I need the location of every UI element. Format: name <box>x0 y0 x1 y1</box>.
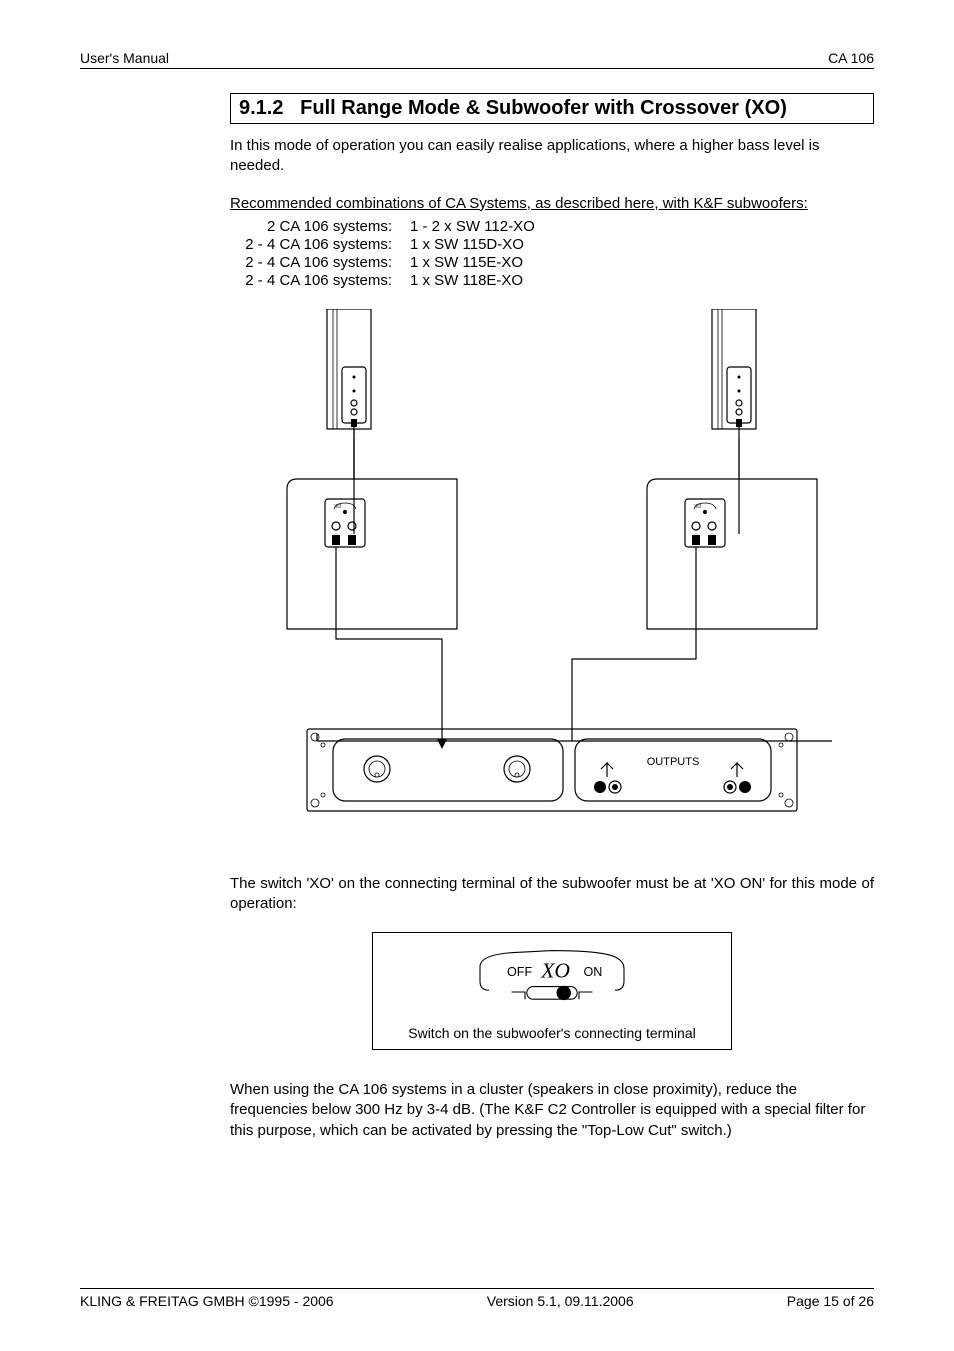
switch-diagram-box: OFF XO ON Switch on the subwoofer's conn… <box>372 932 732 1050</box>
intro-paragraph: In this mode of operation you can easily… <box>230 136 874 177</box>
section-number: 9.1.2 <box>239 97 283 119</box>
combo-left: 2 - 4 CA 106 systems: <box>230 272 410 289</box>
combo-left: 2 - 4 CA 106 systems: <box>230 254 410 271</box>
combo-row: 2 - 4 CA 106 systems: 1 x SW 115D-XO <box>230 236 874 253</box>
combos-list: 2 CA 106 systems: 1 - 2 x SW 112-XO 2 - … <box>230 218 874 289</box>
xo-paragraph: The switch 'XO' on the connecting termin… <box>230 874 874 915</box>
combo-right: 1 - 2 x SW 112-XO <box>410 218 535 235</box>
section-title-box: 9.1.2 Full Range Mode & Subwoofer with C… <box>230 93 874 124</box>
header-rule <box>80 68 874 69</box>
header-right: CA 106 <box>828 50 874 66</box>
cluster-paragraph: When using the CA 106 systems in a clust… <box>230 1080 874 1141</box>
combo-right: 1 x SW 115E-XO <box>410 254 523 271</box>
switch-on-label: ON <box>584 965 603 979</box>
combo-row: 2 - 4 CA 106 systems: 1 x SW 118E-XO <box>230 272 874 289</box>
switch-caption: Switch on the subwoofer's connecting ter… <box>383 1025 721 1041</box>
combo-right: 1 x SW 118E-XO <box>410 272 523 289</box>
footer-center: Version 5.1, 09.11.2006 <box>487 1293 634 1309</box>
combo-row: 2 - 4 CA 106 systems: 1 x SW 115E-XO <box>230 254 874 271</box>
page-footer: KLING & FREITAG GMBH ©1995 - 2006 Versio… <box>80 1288 874 1309</box>
section-title: Full Range Mode & Subwoofer with Crossov… <box>300 97 787 119</box>
combo-row: 2 CA 106 systems: 1 - 2 x SW 112-XO <box>230 218 874 235</box>
switch-off-label: OFF <box>507 965 532 979</box>
footer-left: KLING & FREITAG GMBH ©1995 - 2006 <box>80 1293 334 1309</box>
wiring-diagram: XO <box>272 309 832 834</box>
svg-text:XO: XO <box>694 504 701 510</box>
combo-right: 1 x SW 115D-XO <box>410 236 524 253</box>
combo-left: 2 CA 106 systems: <box>230 218 410 235</box>
combo-left: 2 - 4 CA 106 systems: <box>230 236 410 253</box>
recommended-heading: Recommended combinations of CA Systems, … <box>230 195 874 212</box>
footer-right: Page 15 of 26 <box>787 1293 874 1309</box>
header-left: User's Manual <box>80 50 169 66</box>
switch-xo-label: XO <box>540 959 570 983</box>
outputs-label: OUTPUTS <box>647 756 700 768</box>
svg-text:XO: XO <box>334 504 341 510</box>
